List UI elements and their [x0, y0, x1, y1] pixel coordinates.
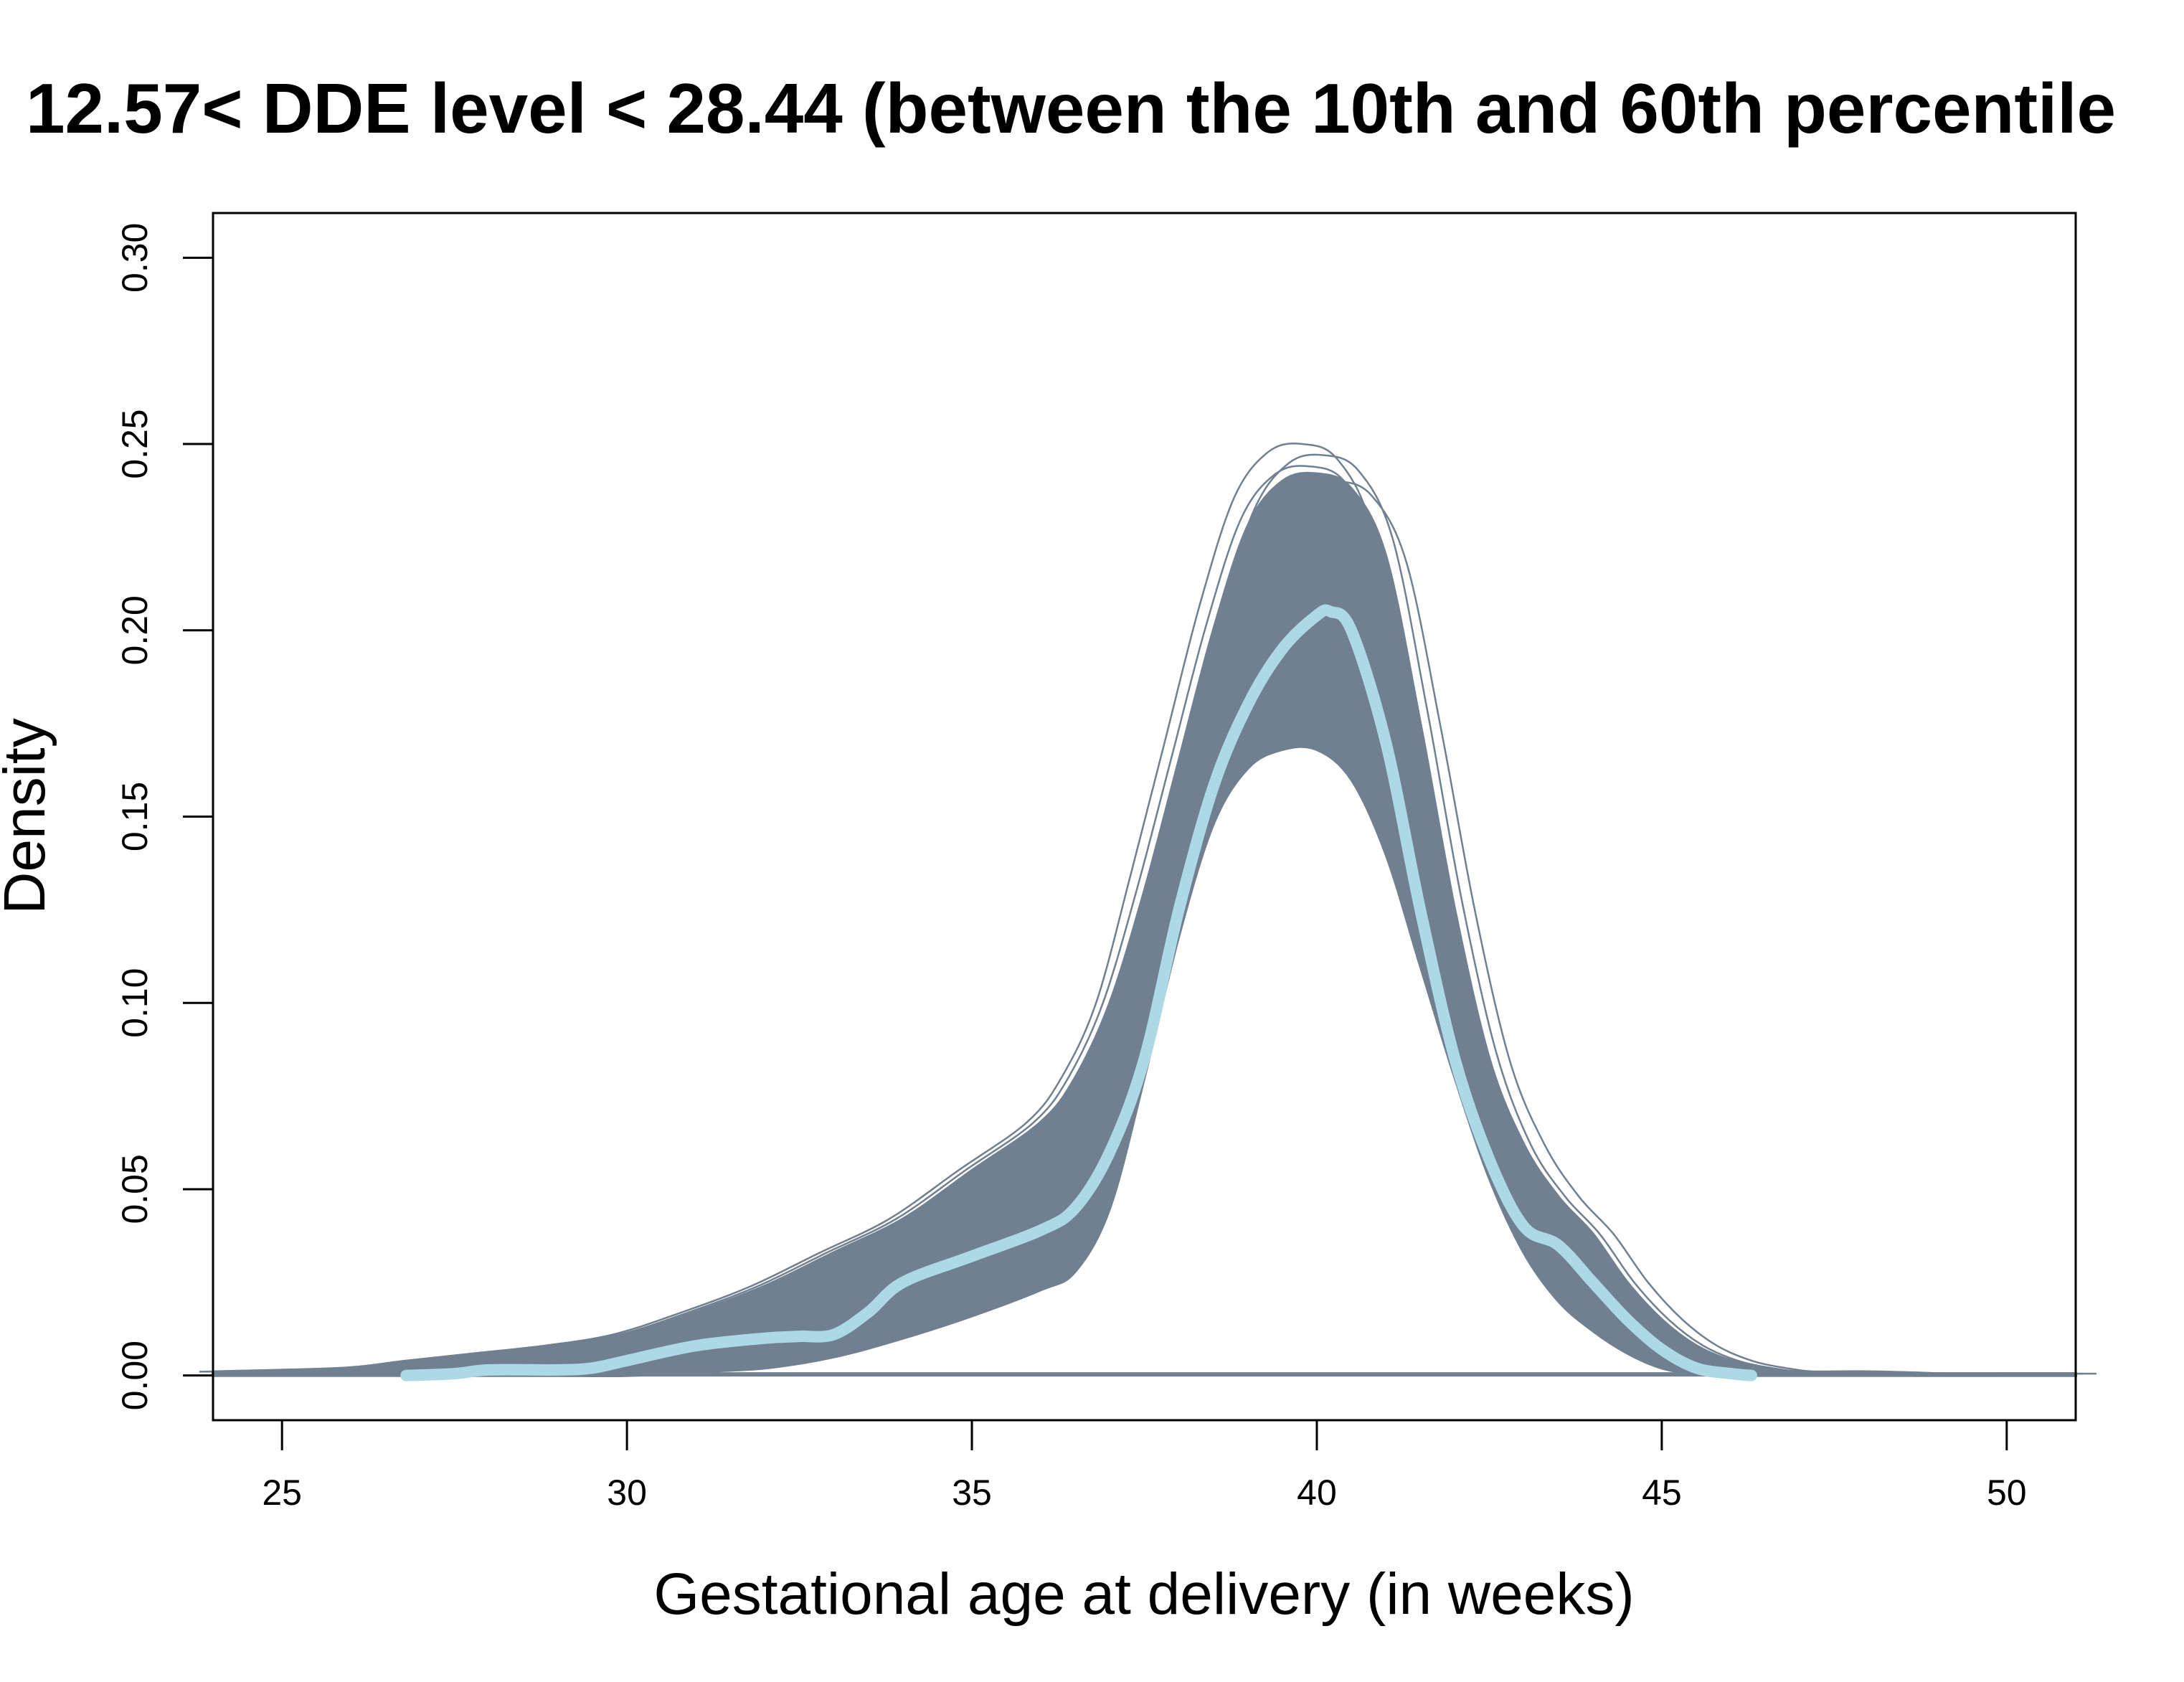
x-tick-label: 40 — [1297, 1473, 1337, 1513]
y-tick-label: 0.25 — [115, 409, 155, 478]
bootstrap-curves-band — [212, 471, 2077, 1378]
chart-title: 12.57< DDE level < 28.44 (between the 10… — [26, 69, 2116, 148]
x-tick-label: 35 — [952, 1473, 992, 1513]
x-tick-label: 50 — [1987, 1473, 2027, 1513]
plot-frame — [212, 212, 2077, 1422]
y-axis: 0.00 0.05 0.10 0.15 0.20 0.25 0.30 — [115, 223, 213, 1410]
x-axis: 25 30 35 40 45 50 — [262, 1420, 2027, 1513]
x-tick-label: 45 — [1642, 1473, 1682, 1513]
bootstrap-curve-0 — [199, 443, 2062, 1375]
bootstrap-curve-2 — [206, 465, 2069, 1375]
y-tick-label: 0.15 — [115, 782, 155, 851]
x-axis-label: Gestational age at delivery (in weeks) — [653, 1561, 1634, 1627]
y-tick-label: 0.10 — [115, 968, 155, 1038]
x-tick-label: 30 — [607, 1473, 647, 1513]
y-tick-label: 0.20 — [115, 595, 155, 665]
bootstrap-curve-1 — [219, 453, 2083, 1375]
y-tick-label: 0.05 — [115, 1154, 155, 1224]
bootstrap-curve-3 — [233, 479, 2096, 1375]
y-tick-label: 0.00 — [115, 1341, 155, 1410]
y-tick-label: 0.30 — [115, 223, 155, 293]
plot-area — [199, 443, 2096, 1381]
mean-density-line — [400, 604, 1757, 1381]
y-axis-label: Density — [0, 718, 57, 914]
bootstrap-outlier-curves — [199, 443, 2096, 1375]
x-tick-label: 25 — [262, 1473, 302, 1513]
